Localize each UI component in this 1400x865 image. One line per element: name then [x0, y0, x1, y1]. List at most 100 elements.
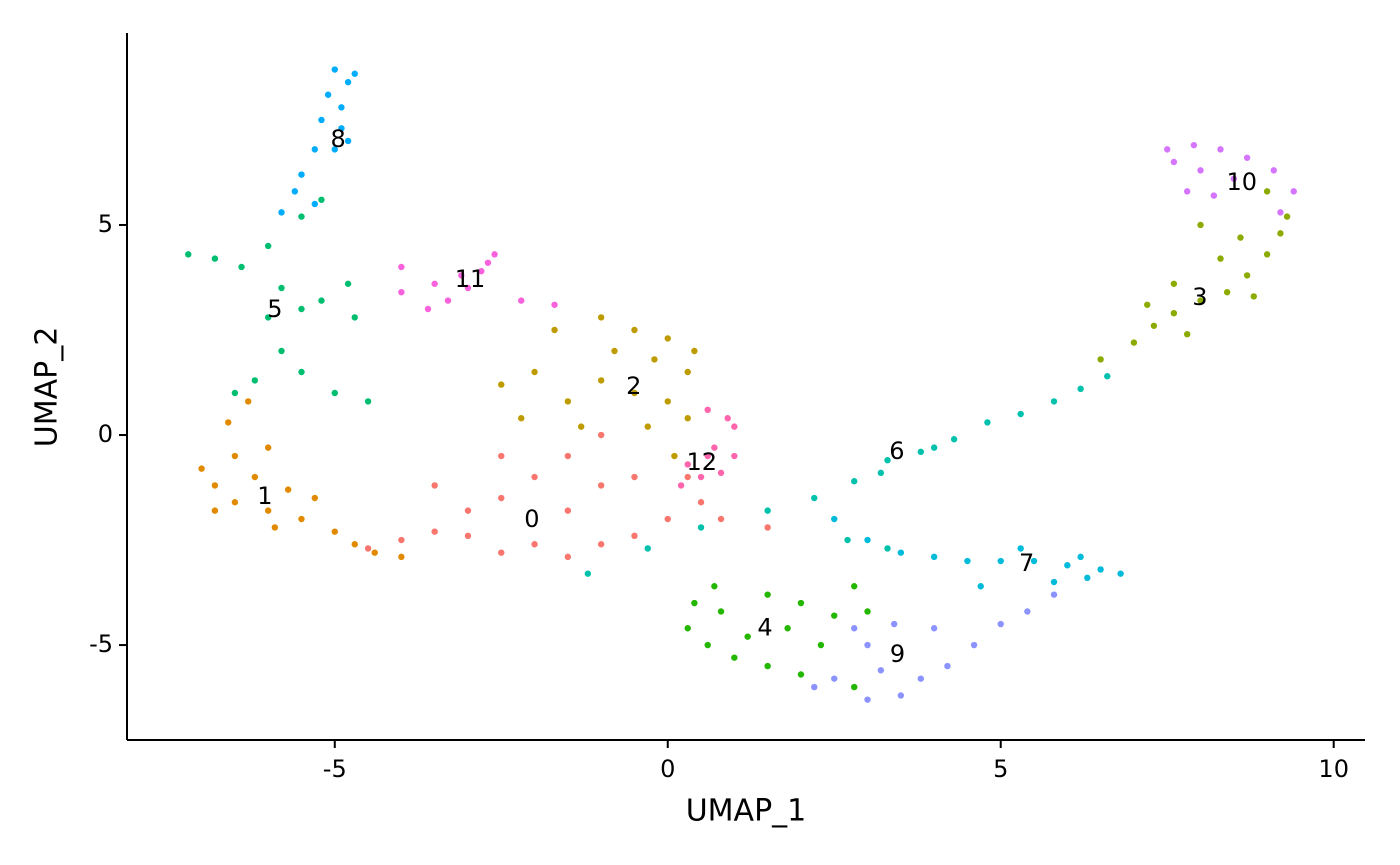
- point: [664, 515, 671, 523]
- point: [884, 545, 891, 552]
- point: [498, 494, 505, 502]
- point: [498, 549, 505, 556]
- point: [1197, 221, 1204, 229]
- point: [1217, 255, 1224, 262]
- point: [597, 482, 605, 489]
- point: [811, 494, 818, 502]
- point: [664, 335, 671, 342]
- point: [211, 255, 219, 262]
- point: [264, 314, 272, 321]
- point: [864, 696, 871, 703]
- point: [764, 524, 771, 531]
- point: [704, 452, 711, 460]
- point: [631, 389, 638, 397]
- point: [518, 415, 525, 422]
- point: [1097, 566, 1104, 573]
- point: [764, 662, 771, 670]
- y-tick-label: 5: [98, 210, 113, 238]
- point: [264, 507, 272, 514]
- point: [245, 398, 252, 405]
- point: [338, 125, 345, 132]
- point: [644, 545, 651, 552]
- point: [930, 553, 938, 561]
- point: [291, 188, 299, 195]
- point: [251, 377, 259, 384]
- point: [577, 423, 585, 430]
- point: [684, 461, 691, 468]
- point: [1097, 356, 1104, 363]
- point: [864, 641, 871, 649]
- point: [631, 473, 638, 481]
- point: [311, 200, 318, 208]
- cluster-label: 5: [267, 295, 282, 323]
- x-tick-label: 10: [1318, 755, 1349, 783]
- point: [711, 583, 718, 590]
- point: [644, 423, 651, 430]
- point: [1084, 574, 1091, 582]
- point: [298, 171, 305, 178]
- point: [890, 620, 898, 628]
- point: [284, 486, 292, 493]
- point: [211, 507, 219, 514]
- point: [344, 137, 352, 145]
- point: [597, 377, 605, 384]
- point: [1050, 398, 1058, 405]
- point: [364, 398, 372, 405]
- point: [518, 297, 525, 304]
- point: [944, 662, 951, 670]
- point: [1170, 280, 1178, 287]
- point: [684, 368, 691, 376]
- point: [704, 406, 711, 414]
- point: [697, 473, 705, 481]
- point: [1197, 167, 1204, 174]
- y-axis-title: UMAP_2: [30, 327, 65, 448]
- point: [1150, 322, 1158, 329]
- point: [298, 213, 305, 220]
- point: [1223, 288, 1231, 296]
- cluster-label: 7: [1019, 549, 1034, 577]
- point: [597, 541, 605, 548]
- point: [1064, 562, 1071, 569]
- point: [464, 507, 472, 514]
- point: [531, 473, 538, 481]
- point: [817, 641, 825, 649]
- point: [331, 66, 338, 73]
- point: [498, 381, 505, 388]
- point: [251, 473, 259, 481]
- point: [1243, 272, 1251, 279]
- point: [464, 532, 472, 540]
- cluster-label: 4: [757, 613, 772, 641]
- point: [1024, 608, 1031, 615]
- point: [371, 549, 378, 556]
- point: [278, 284, 285, 292]
- point: [351, 541, 358, 548]
- point: [664, 398, 671, 405]
- point: [231, 499, 239, 506]
- cluster-label: 6: [889, 437, 904, 465]
- point: [458, 272, 465, 279]
- point: [344, 280, 352, 287]
- point: [631, 326, 638, 334]
- point: [691, 347, 698, 355]
- point: [398, 288, 405, 296]
- point: [351, 314, 358, 321]
- point: [298, 305, 305, 313]
- point: [231, 389, 239, 397]
- point: [324, 91, 332, 98]
- point: [717, 608, 725, 615]
- y-tick-label: -5: [89, 630, 113, 658]
- point: [551, 301, 558, 308]
- point: [964, 557, 971, 565]
- point: [338, 104, 345, 111]
- point: [1117, 570, 1124, 577]
- point: [211, 482, 219, 489]
- cluster-label: 8: [330, 125, 345, 153]
- point: [851, 683, 858, 691]
- point: [930, 444, 938, 451]
- point: [551, 326, 558, 334]
- point: [597, 314, 605, 321]
- point: [744, 633, 751, 640]
- point: [231, 452, 239, 460]
- point: [831, 675, 838, 682]
- point: [1164, 146, 1171, 153]
